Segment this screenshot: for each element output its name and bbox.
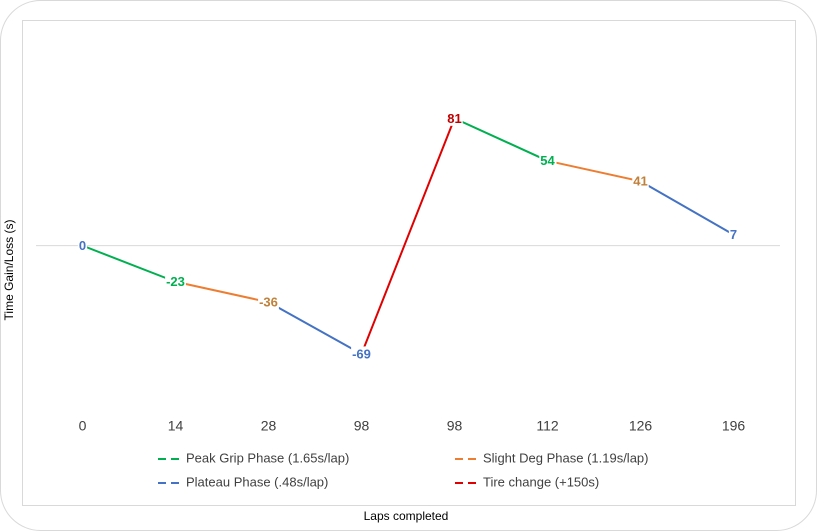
data-label: 81 <box>447 111 461 126</box>
series-line <box>82 117 548 283</box>
data-label: 54 <box>540 153 555 168</box>
data-label-bg <box>728 227 739 243</box>
data-label-bg <box>258 294 279 310</box>
data-label: 7 <box>730 227 737 242</box>
x-tick-label: 14 <box>168 418 184 434</box>
data-label: -69 <box>352 346 371 361</box>
x-tick-label: 0 <box>79 418 87 434</box>
data-label-bg <box>351 346 372 362</box>
series-line <box>175 159 641 304</box>
data-label: 0 <box>79 238 86 253</box>
legend-label: Slight Deg Phase (1.19s/lap) <box>483 450 648 465</box>
legend-label: Plateau Phase (.48s/lap) <box>186 474 328 489</box>
y-axis-title: Time Gain/Loss (s) <box>2 220 16 321</box>
series-line <box>360 118 456 355</box>
legend-label: Tire change (+150s) <box>483 474 599 489</box>
x-tick-label: 126 <box>629 418 653 434</box>
series-line <box>268 180 734 355</box>
x-tick-label: 98 <box>354 418 370 434</box>
data-label: -36 <box>259 295 278 310</box>
data-label-bg <box>77 238 88 254</box>
legend-label: Peak Grip Phase (1.65s/lap) <box>186 450 349 465</box>
data-label: -23 <box>166 274 185 289</box>
data-label-bg <box>165 274 186 290</box>
x-tick-label: 98 <box>447 418 463 434</box>
data-label-bg <box>446 110 463 126</box>
x-tick-label: 28 <box>261 418 277 434</box>
chart-frame <box>22 20 796 506</box>
data-label: 41 <box>633 174 647 189</box>
x-axis-title: Laps completed <box>364 509 449 523</box>
data-label-bg <box>632 173 649 189</box>
x-tick-label: 112 <box>536 418 559 434</box>
x-tick-label: 196 <box>722 418 746 434</box>
data-label-bg <box>539 153 557 169</box>
